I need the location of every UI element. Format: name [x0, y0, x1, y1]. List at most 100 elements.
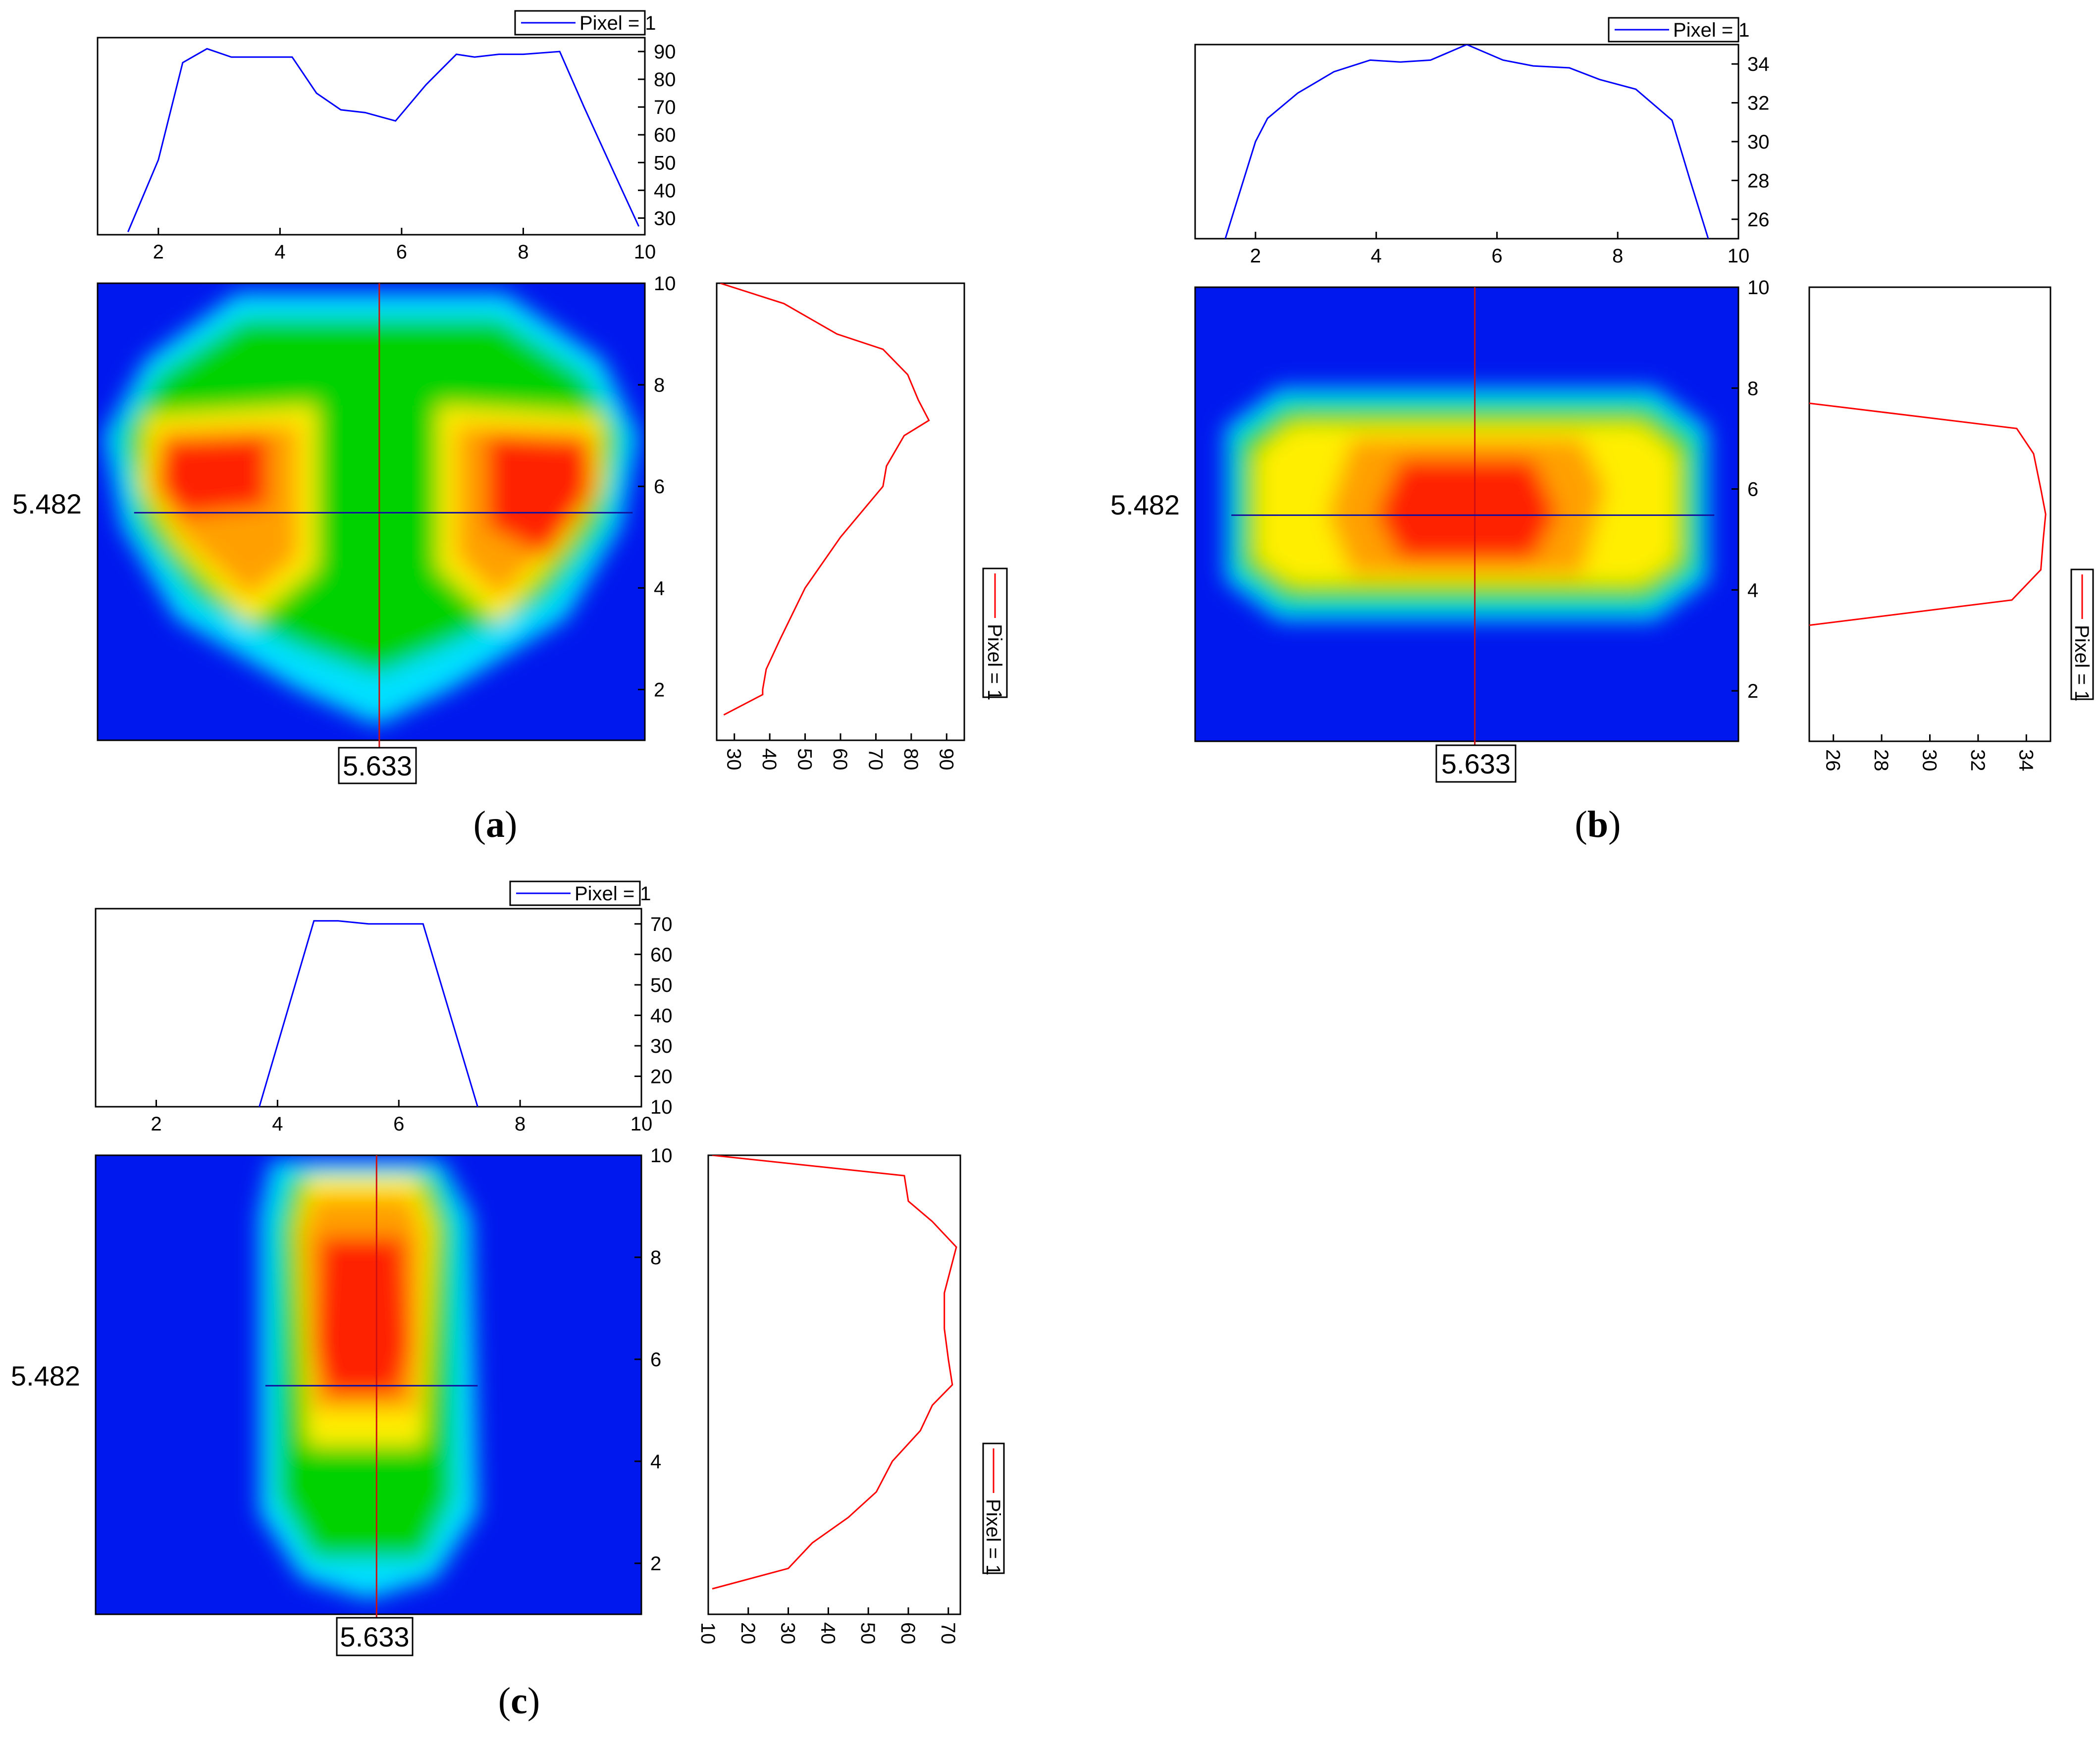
x-tick-label: 70 — [864, 748, 886, 771]
x-tick-label: 10 — [697, 1622, 719, 1645]
panel-label-1: (b) — [1575, 804, 1621, 845]
right-profile-frame — [1808, 286, 2051, 742]
y-tick-label: 2 — [650, 1553, 661, 1575]
y-tick-label: 26 — [1747, 209, 1770, 231]
legend-label: Pixel = 1 — [1673, 19, 1750, 41]
y-tick-label: 20 — [650, 1066, 673, 1087]
top-profile-frame — [97, 37, 646, 236]
legend-0-right: Pixel = 1 — [982, 567, 1008, 701]
x-tick-label: 60 — [897, 1622, 919, 1645]
panel-label-2: (c) — [498, 1680, 540, 1722]
x-tick-label: 70 — [937, 1622, 959, 1645]
legend-label: Pixel = 1 — [984, 624, 1005, 701]
crosshair-x-value: 5.633 — [340, 1621, 409, 1652]
legend-label: Pixel = 1 — [575, 883, 651, 905]
y-tick-label: 4 — [650, 1451, 661, 1473]
x-tick-label: 2 — [1250, 245, 1261, 267]
y-tick-label: 10 — [654, 273, 676, 295]
crosshair-y-value: 5.482 — [1110, 489, 1180, 520]
panel-label-letter: a — [486, 804, 505, 845]
y-tick-label: 10 — [650, 1096, 673, 1118]
x-tick-label: 28 — [1870, 749, 1892, 771]
y-tick-label: 40 — [654, 180, 676, 202]
x-tick-label: 4 — [274, 241, 285, 263]
x-tick-label: 80 — [900, 748, 922, 771]
y-tick-label: 30 — [654, 207, 676, 229]
y-tick-label: 34 — [1747, 53, 1770, 75]
panel-label-0: (a) — [473, 804, 518, 845]
top-profile-1: 2 4 6 8 10 26 28 30 32 34 — [1194, 44, 1770, 267]
y-tick-label: 70 — [654, 97, 676, 118]
y-tick-label: 10 — [650, 1145, 673, 1167]
y-tick-label: 80 — [654, 69, 676, 91]
x-tick-label: 10 — [1728, 245, 1750, 267]
x-tick-label: 6 — [1491, 245, 1502, 267]
y-tick-label: 50 — [650, 975, 673, 996]
x-tick-label: 4 — [1371, 245, 1382, 267]
y-tick-label: 10 — [1747, 277, 1770, 299]
x-tick-label: 40 — [817, 1622, 839, 1645]
right-profile-line — [712, 1155, 957, 1590]
top-profile-line — [1224, 45, 1709, 239]
top-profile-0: 2 4 6 8 10 30 40 50 60 70 80 90 — [97, 37, 676, 263]
legend-label: Pixel = 1 — [2071, 625, 2093, 702]
y-tick-label: 40 — [650, 1005, 673, 1027]
x-tick-label: 40 — [758, 748, 780, 771]
x-tick-label: 6 — [393, 1113, 404, 1135]
x-tick-label: 8 — [515, 1113, 525, 1135]
legend-2-right: Pixel = 1 — [982, 1442, 1005, 1576]
y-tick-label: 8 — [654, 374, 665, 396]
y-tick-label: 70 — [650, 914, 673, 935]
y-tick-label: 4 — [1747, 579, 1758, 601]
panel-label: (b) — [1575, 804, 1621, 845]
right-profile-line — [1809, 402, 2047, 626]
heatmap-region-red — [158, 435, 268, 517]
heatmap-1: 2 4 6 8 10 5.633 5.482 — [1110, 277, 1770, 783]
legend-0-top: Pixel = 1 — [514, 10, 656, 36]
top-profile-line — [259, 920, 478, 1107]
x-tick-label: 26 — [1822, 749, 1844, 771]
right-profile-0: 30 40 50 60 70 80 90 — [716, 282, 965, 771]
x-tick-label: 6 — [396, 241, 407, 263]
panel-label: (c) — [498, 1680, 540, 1722]
heatmap-frame — [97, 282, 646, 741]
y-tick-label: 60 — [654, 124, 676, 146]
top-profile-line — [127, 48, 640, 232]
y-tick-label: 30 — [650, 1035, 673, 1057]
legend-1-right: Pixel = 1 — [2070, 568, 2094, 702]
x-tick-label: 60 — [829, 748, 851, 771]
y-tick-label: 8 — [1747, 378, 1758, 400]
heatmap-2: 2 4 6 8 10 5.633 5.482 — [11, 1145, 673, 1656]
y-tick-label: 6 — [654, 476, 665, 498]
x-tick-label: 2 — [151, 1113, 161, 1135]
x-tick-label: 8 — [1612, 245, 1623, 267]
legend-1-top: Pixel = 1 — [1608, 17, 1750, 43]
right-profile-line — [720, 283, 930, 716]
y-tick-label: 2 — [1747, 680, 1758, 702]
x-tick-label: 50 — [857, 1622, 879, 1645]
x-tick-label: 4 — [272, 1113, 283, 1135]
top-profile-frame — [95, 908, 642, 1108]
x-tick-label: 30 — [777, 1622, 799, 1645]
right-profile-1: 26 28 30 32 34 — [1808, 286, 2051, 771]
heatmap-region-red — [1376, 459, 1558, 560]
crosshair-y-value: 5.482 — [11, 1360, 80, 1391]
y-tick-label: 30 — [1747, 131, 1770, 153]
x-tick-label: 90 — [935, 748, 957, 771]
right-profile-frame — [716, 282, 965, 741]
crosshair-x-value: 5.633 — [343, 750, 412, 781]
x-tick-label: 8 — [518, 241, 528, 263]
legend-label: Pixel = 1 — [579, 12, 656, 34]
top-profile-frame — [1194, 44, 1739, 240]
legend-2-top: Pixel = 1 — [509, 880, 651, 906]
heatmap-region-red — [486, 435, 590, 558]
x-tick-label: 30 — [1919, 749, 1941, 771]
x-tick-label: 50 — [794, 748, 816, 771]
y-tick-label: 50 — [654, 152, 676, 174]
legend-label: Pixel = 1 — [982, 1499, 1004, 1576]
y-tick-label: 28 — [1747, 170, 1770, 192]
crosshair-x-value-box — [336, 1617, 414, 1656]
x-tick-label: 10 — [634, 241, 656, 263]
